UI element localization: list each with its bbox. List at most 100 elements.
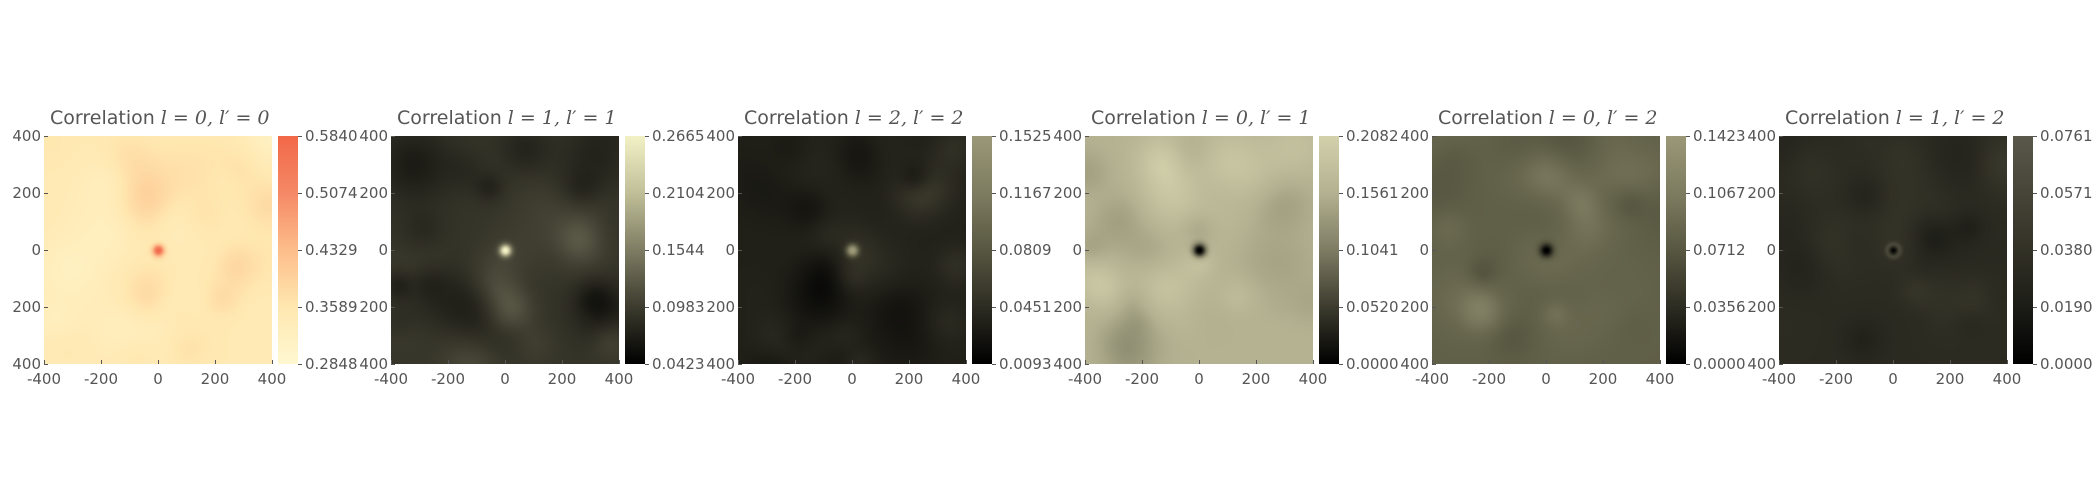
x-tick-mark bbox=[504, 360, 506, 364]
y-tick-label: 400 bbox=[1053, 355, 1082, 373]
colorbar bbox=[2013, 136, 2033, 364]
x-tick-mark bbox=[1659, 360, 1661, 364]
colorbar-tick-mark bbox=[992, 306, 996, 308]
x-tick-mark bbox=[1255, 360, 1257, 364]
y-tick-label: 400 bbox=[359, 355, 388, 373]
x-tick-label: 0 bbox=[1888, 370, 1898, 388]
y-tick-mark bbox=[391, 192, 395, 194]
colorbar-tick-label: 0.0809 bbox=[999, 241, 1052, 259]
y-tick-label: 200 bbox=[1053, 184, 1082, 202]
colorbar-tick-label: 0.0093 bbox=[999, 355, 1052, 373]
y-tick-mark bbox=[1432, 135, 1436, 137]
colorbar-tick-label: 0.0190 bbox=[2040, 298, 2093, 316]
colorbar-tick-label: 0.0423 bbox=[652, 355, 705, 373]
x-tick-mark bbox=[1312, 360, 1314, 364]
x-tick-mark bbox=[214, 360, 216, 364]
x-tick-label: -200 bbox=[1124, 370, 1160, 388]
y-tick-label: 200 bbox=[12, 298, 41, 316]
x-tick-label: -400 bbox=[720, 370, 756, 388]
panel-title: Correlation l = 2, l′ = 2 bbox=[744, 107, 964, 129]
x-tick-label: 0 bbox=[1541, 370, 1551, 388]
y-tick-label: 0 bbox=[725, 241, 735, 259]
y-tick-mark bbox=[1779, 135, 1783, 137]
colorbar-tick-mark bbox=[1339, 363, 1343, 365]
heatmap-image bbox=[44, 136, 272, 364]
x-tick-mark bbox=[1431, 360, 1433, 364]
colorbar-tick-mark bbox=[645, 306, 649, 308]
colorbar-tick-mark bbox=[298, 135, 302, 137]
colorbar-tick-label: 0.5840 bbox=[305, 127, 358, 145]
colorbar-tick-mark bbox=[2033, 306, 2037, 308]
y-tick-label: 0 bbox=[1072, 241, 1082, 259]
x-tick-mark bbox=[794, 360, 796, 364]
colorbar-tick-mark bbox=[1686, 306, 1690, 308]
colorbar bbox=[1319, 136, 1339, 364]
x-tick-mark bbox=[100, 360, 102, 364]
x-tick-mark bbox=[1084, 360, 1086, 364]
colorbar-tick-mark bbox=[992, 363, 996, 365]
x-tick-mark bbox=[1545, 360, 1547, 364]
x-tick-mark bbox=[447, 360, 449, 364]
colorbar-tick-mark bbox=[645, 192, 649, 194]
colorbar-tick-label: 0.2082 bbox=[1346, 127, 1399, 145]
y-tick-label: 400 bbox=[706, 355, 735, 373]
y-tick-label: 0 bbox=[378, 241, 388, 259]
panel-title-math: l = 2, l′ = 2 bbox=[854, 107, 964, 129]
y-tick-mark bbox=[1779, 192, 1783, 194]
y-tick-mark bbox=[391, 363, 395, 365]
y-tick-label: 400 bbox=[1747, 127, 1776, 145]
x-tick-label: -200 bbox=[430, 370, 466, 388]
colorbar bbox=[1666, 136, 1686, 364]
x-tick-label: 200 bbox=[1241, 370, 1271, 388]
y-tick-mark bbox=[391, 306, 395, 308]
y-tick-mark bbox=[1085, 249, 1089, 251]
colorbar-tick-mark bbox=[645, 249, 649, 251]
x-tick-label: 0 bbox=[1194, 370, 1204, 388]
x-tick-mark bbox=[1892, 360, 1894, 364]
x-tick-mark bbox=[908, 360, 910, 364]
y-tick-mark bbox=[1085, 306, 1089, 308]
x-tick-label: 0 bbox=[153, 370, 163, 388]
panel-title-text: Correlation bbox=[50, 107, 155, 129]
colorbar-tick-label: 0.1167 bbox=[999, 184, 1052, 202]
x-tick-label: -200 bbox=[1818, 370, 1854, 388]
colorbar-tick-mark bbox=[1686, 135, 1690, 137]
panel-title: Correlation l = 0, l′ = 1 bbox=[1091, 107, 1311, 129]
y-tick-label: 200 bbox=[1747, 298, 1776, 316]
y-tick-label: 200 bbox=[1053, 298, 1082, 316]
colorbar-tick-label: 0.0761 bbox=[2040, 127, 2093, 145]
y-tick-mark bbox=[1432, 306, 1436, 308]
y-tick-label: 400 bbox=[1400, 355, 1429, 373]
x-tick-mark bbox=[965, 360, 967, 364]
y-tick-label: 200 bbox=[706, 184, 735, 202]
x-tick-mark bbox=[561, 360, 563, 364]
panel-title-text: Correlation bbox=[1438, 107, 1543, 129]
heatmap-image bbox=[391, 136, 619, 364]
y-tick-label: 400 bbox=[1747, 355, 1776, 373]
x-tick-mark bbox=[1198, 360, 1200, 364]
x-tick-mark bbox=[1488, 360, 1490, 364]
x-tick-mark bbox=[851, 360, 853, 364]
x-tick-label: -400 bbox=[1067, 370, 1103, 388]
colorbar-tick-mark bbox=[645, 363, 649, 365]
colorbar-tick-mark bbox=[645, 135, 649, 137]
y-tick-label: 200 bbox=[359, 298, 388, 316]
colorbar-tick-label: 0.1525 bbox=[999, 127, 1052, 145]
colorbar-tick-mark bbox=[298, 363, 302, 365]
y-tick-mark bbox=[738, 135, 742, 137]
colorbar-tick-mark bbox=[298, 192, 302, 194]
y-tick-mark bbox=[1779, 306, 1783, 308]
panel-title-text: Correlation bbox=[1785, 107, 1890, 129]
x-tick-label: -400 bbox=[1761, 370, 1797, 388]
colorbar-tick-mark bbox=[1686, 249, 1690, 251]
y-tick-mark bbox=[44, 306, 48, 308]
heatmap-image bbox=[1085, 136, 1313, 364]
y-tick-mark bbox=[1432, 192, 1436, 194]
y-tick-mark bbox=[1085, 192, 1089, 194]
panel-title-math: l = 0, l′ = 1 bbox=[1201, 107, 1311, 129]
y-tick-label: 400 bbox=[706, 127, 735, 145]
colorbar-tick-label: 0.1041 bbox=[1346, 241, 1399, 259]
colorbar-tick-label: 0.0000 bbox=[1693, 355, 1746, 373]
colorbar-tick-mark bbox=[992, 135, 996, 137]
x-tick-label: 200 bbox=[200, 370, 230, 388]
